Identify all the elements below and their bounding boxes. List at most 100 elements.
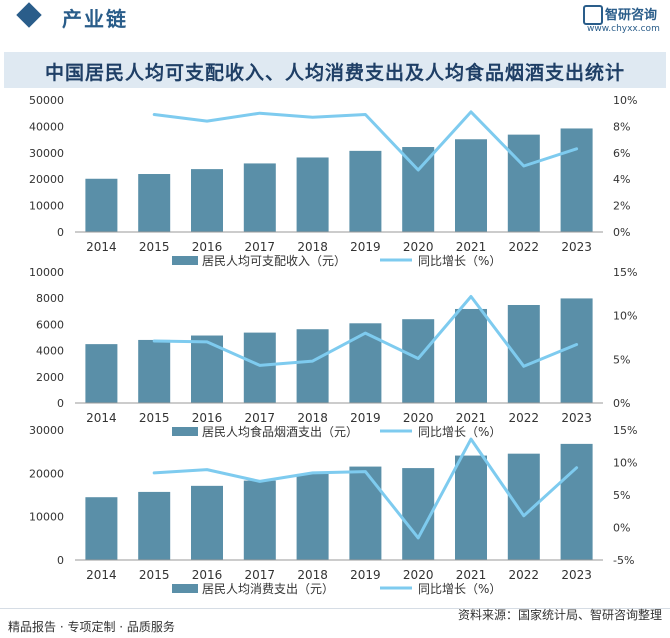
x-axis-year-label: 2020 — [403, 411, 434, 425]
bar — [296, 473, 329, 560]
bar — [455, 308, 487, 403]
bar — [507, 134, 540, 232]
bar — [560, 298, 593, 403]
x-axis-year-label: 2014 — [86, 411, 117, 425]
x-axis-year-label: 2016 — [192, 568, 223, 582]
bar — [455, 139, 487, 232]
growth-series-line — [152, 295, 579, 368]
growth-series-line — [152, 110, 579, 172]
x-axis-year-label: 2014 — [86, 568, 117, 582]
bar — [560, 443, 593, 560]
x-axis-year-label: 2015 — [139, 240, 170, 254]
left-axis-tick-label: 0 — [57, 226, 64, 239]
right-axis-tick-label: 15% — [613, 266, 637, 279]
right-axis-tick-label: 0% — [613, 397, 630, 410]
legend-line-label: 同比增长（%） — [418, 425, 501, 439]
left-axis-tick-label: 30000 — [29, 147, 64, 160]
bar — [138, 339, 171, 403]
right-axis-tick-label: 5% — [613, 489, 630, 502]
x-axis-year-label: 2017 — [245, 568, 276, 582]
x-axis-year-label: 2018 — [297, 411, 328, 425]
left-axis-tick-label: 30000 — [29, 424, 64, 437]
main-title-bar: 中国居民人均可支配收入、人均消费支出及人均食品烟酒支出统计 — [4, 52, 666, 88]
left-axis-tick-label: 0 — [57, 397, 64, 410]
legend-bar-swatch — [172, 427, 198, 436]
x-axis-year-label: 2022 — [509, 568, 540, 582]
x-axis-year-label: 2016 — [192, 411, 223, 425]
legend-bar-label: 居民人均可支配收入（元） — [202, 254, 346, 268]
right-axis-tick-label: 10% — [613, 457, 637, 470]
section-title: 产业链 — [62, 7, 128, 31]
x-axis-year-label: 2015 — [139, 568, 170, 582]
x-axis-year-label: 2020 — [403, 240, 434, 254]
legend-line-label: 同比增长（%） — [418, 582, 501, 596]
bar — [85, 497, 118, 560]
right-axis-tick-label: 15% — [613, 424, 637, 437]
right-axis-tick-label: 6% — [613, 147, 630, 160]
right-axis-tick-label: -5% — [613, 554, 634, 567]
bar — [296, 157, 329, 232]
logo-url: www.chyxx.com — [587, 24, 660, 34]
right-axis-tick-label: 0% — [613, 522, 630, 535]
bar — [349, 323, 382, 403]
right-axis-tick-label: 5% — [613, 353, 630, 366]
bar — [455, 455, 487, 560]
left-axis-tick-label: 4000 — [36, 345, 64, 358]
bar — [296, 329, 329, 403]
header-bar: 产业链 智研咨询 www.chyxx.com — [0, 0, 670, 34]
right-axis-tick-label: 4% — [613, 173, 630, 186]
footer-source: 资料来源：国家统计局、智研咨询整理 — [457, 608, 662, 622]
left-axis-tick-label: 2000 — [36, 371, 64, 384]
bar — [560, 128, 593, 232]
x-axis-year-label: 2019 — [350, 568, 381, 582]
footer-slogan: 精品报告 · 专项定制 · 品质服务 — [8, 620, 175, 634]
bar — [349, 466, 382, 560]
left-axis-tick-label: 40000 — [29, 120, 64, 133]
x-axis-year-label: 2022 — [509, 411, 540, 425]
left-axis-tick-label: 50000 — [29, 94, 64, 107]
bar — [402, 147, 435, 232]
bar — [243, 480, 276, 560]
x-axis-year-label: 2022 — [509, 240, 540, 254]
x-axis-year-label: 2020 — [403, 568, 434, 582]
x-axis-year-label: 2018 — [297, 568, 328, 582]
legend-bar-swatch — [172, 256, 198, 265]
left-axis-tick-label: 8000 — [36, 292, 64, 305]
left-axis-tick-label: 10000 — [29, 200, 64, 213]
logo-name: 智研咨询 — [605, 8, 658, 23]
x-axis-year-label: 2018 — [297, 240, 328, 254]
left-axis-tick-label: 20000 — [29, 467, 64, 480]
growth-series-line — [152, 437, 579, 540]
x-axis-year-label: 2021 — [456, 240, 487, 254]
x-axis-year-label: 2017 — [245, 240, 276, 254]
x-axis-year-label: 2023 — [561, 240, 592, 254]
x-axis-year-label: 2014 — [86, 240, 117, 254]
x-axis-year-label: 2023 — [561, 411, 592, 425]
left-axis-tick-label: 10000 — [29, 511, 64, 524]
footer-divider — [0, 608, 670, 609]
right-axis-tick-label: 2% — [613, 200, 630, 213]
right-axis-tick-label: 0% — [613, 226, 630, 239]
left-axis-tick-label: 6000 — [36, 318, 64, 331]
legend-bar-label: 居民人均食品烟酒支出（元） — [202, 424, 358, 439]
bar — [402, 319, 435, 403]
legend-bar-swatch — [172, 584, 198, 593]
bar — [349, 150, 382, 232]
bar — [138, 174, 171, 232]
left-axis-tick-label: 10000 — [29, 266, 64, 279]
bar — [138, 491, 171, 560]
x-axis-year-label: 2016 — [192, 240, 223, 254]
right-axis-tick-label: 10% — [613, 310, 637, 323]
bar — [507, 304, 540, 403]
bar — [85, 178, 118, 232]
bar — [191, 485, 223, 560]
x-axis-year-label: 2021 — [456, 411, 487, 425]
legend-line-label: 同比增长（%） — [418, 254, 501, 268]
legend-bar-label: 居民人均消费支出（元） — [202, 582, 334, 596]
bar — [243, 332, 276, 403]
right-axis-tick-label: 8% — [613, 120, 630, 133]
bar — [85, 344, 118, 403]
bar — [402, 468, 435, 560]
x-axis-year-label: 2017 — [245, 411, 276, 425]
